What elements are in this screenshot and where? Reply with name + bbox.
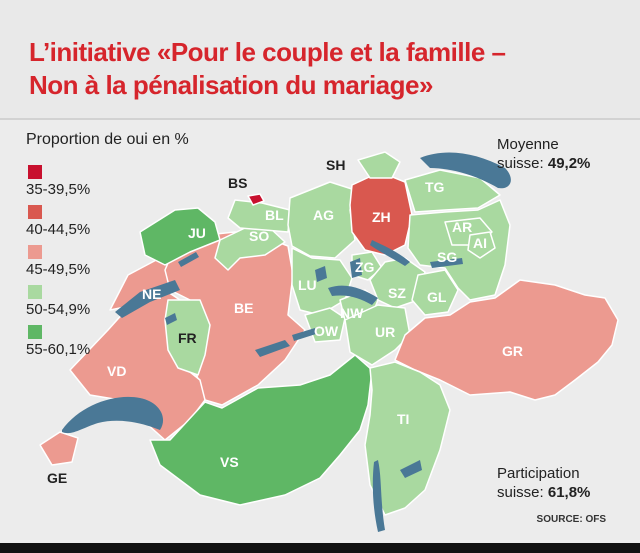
label-ZG: ZG	[355, 259, 375, 275]
label-GE: GE	[47, 470, 67, 486]
label-SG: SG	[437, 249, 457, 265]
canton-TG	[404, 169, 501, 213]
title-line-1: L’initiative «Pour le couple et la famil…	[29, 37, 506, 67]
label-BS: BS	[228, 175, 247, 191]
lake-lucerne	[328, 285, 378, 305]
legend-swatch	[28, 205, 42, 219]
legend-label: 35-39,5%	[26, 181, 91, 198]
lake-zurich	[370, 240, 410, 266]
title-line-2: Non à la pénalisation du mariage»	[29, 70, 433, 100]
legend-item: 40-44,5%	[26, 205, 226, 245]
lake-sempach	[315, 266, 327, 282]
lake-leman	[62, 396, 164, 434]
moyenne-stat: Moyenne suisse: 49,2%	[497, 135, 590, 173]
legend-item: 50-54,9%	[26, 285, 226, 325]
lake-walensee	[430, 258, 463, 268]
lake-thun	[255, 340, 290, 357]
moyenne-line: suisse: 49,2%	[497, 154, 590, 173]
canton-AG	[287, 181, 356, 259]
canton-VS	[149, 354, 373, 506]
legend: Proportion de oui en % 35-39,5% 40-44,5%…	[26, 131, 226, 365]
lake-zug	[350, 258, 362, 278]
label-LU: LU	[298, 277, 317, 293]
participation-stat: Participation suisse: 61,8%	[497, 464, 590, 502]
moyenne-label-2: suisse:	[497, 155, 544, 172]
lake-neuchatel	[115, 280, 180, 318]
label-GL: GL	[427, 289, 447, 305]
switzerland-map: ZH AG BL SO JU NE BE FR VD VS GE LU ZG S…	[39, 151, 619, 532]
label-UR: UR	[375, 324, 395, 340]
moyenne-label: Moyenne	[497, 136, 559, 153]
label-SO: SO	[249, 228, 269, 244]
label-TG: TG	[425, 179, 445, 195]
label-GR: GR	[502, 343, 523, 359]
title-box: L’initiative «Pour le couple et la famil…	[0, 0, 640, 120]
lake-brienz	[292, 328, 316, 341]
label-VD: VD	[107, 363, 126, 379]
lake-lugano	[400, 460, 422, 478]
label-AI: AI	[473, 235, 487, 251]
canton-TI	[364, 361, 451, 516]
canton-BS	[247, 193, 265, 206]
lake-maggiore	[372, 460, 385, 532]
label-NE: NE	[142, 286, 161, 302]
lake-murten	[165, 313, 177, 325]
legend-swatch	[28, 245, 42, 259]
lake-biel	[178, 252, 199, 267]
label-BE: BE	[234, 300, 253, 316]
legend-swatch	[28, 285, 42, 299]
legend-item: 35-39,5%	[26, 165, 226, 205]
source-note: SOURCE: OFS	[536, 514, 606, 525]
participation-line: suisse: 61,8%	[497, 483, 590, 502]
title: L’initiative «Pour le couple et la famil…	[29, 36, 619, 102]
legend-title: Proportion de oui en %	[26, 131, 189, 148]
lake-bodensee	[420, 152, 511, 189]
label-JU: JU	[188, 225, 206, 241]
legend-swatch	[28, 165, 42, 179]
canton-AI	[467, 231, 496, 259]
canton-SH	[357, 151, 401, 179]
label-BL: BL	[265, 207, 284, 223]
participation-label: Participation	[497, 465, 580, 482]
label-ZH: ZH	[372, 209, 391, 225]
participation-label-2: suisse:	[497, 484, 544, 501]
label-OW: OW	[314, 323, 339, 339]
legend-label: 40-44,5%	[26, 221, 91, 238]
canton-BE	[159, 231, 306, 406]
canton-GR	[394, 279, 619, 401]
label-VS: VS	[220, 454, 239, 470]
legend-label: 55-60,1%	[26, 341, 91, 358]
moyenne-value: 49,2%	[547, 155, 591, 172]
legend-item: 55-60,1%	[26, 325, 226, 365]
bottom-rule	[0, 543, 640, 553]
canton-BL	[227, 199, 291, 233]
label-TI: TI	[397, 411, 409, 427]
label-NW: NW	[340, 305, 364, 321]
label-FR: FR	[178, 330, 197, 346]
canton-GE	[39, 431, 79, 466]
label-SH: SH	[326, 157, 345, 173]
legend-label: 50-54,9%	[26, 301, 91, 318]
legend-item: 45-49,5%	[26, 245, 226, 285]
label-SZ: SZ	[388, 285, 406, 301]
label-AR: AR	[452, 219, 472, 235]
legend-swatch	[28, 325, 42, 339]
canton-GL	[411, 269, 459, 316]
label-AG: AG	[313, 207, 334, 223]
legend-label: 45-49,5%	[26, 261, 91, 278]
participation-value: 61,8%	[547, 484, 591, 501]
